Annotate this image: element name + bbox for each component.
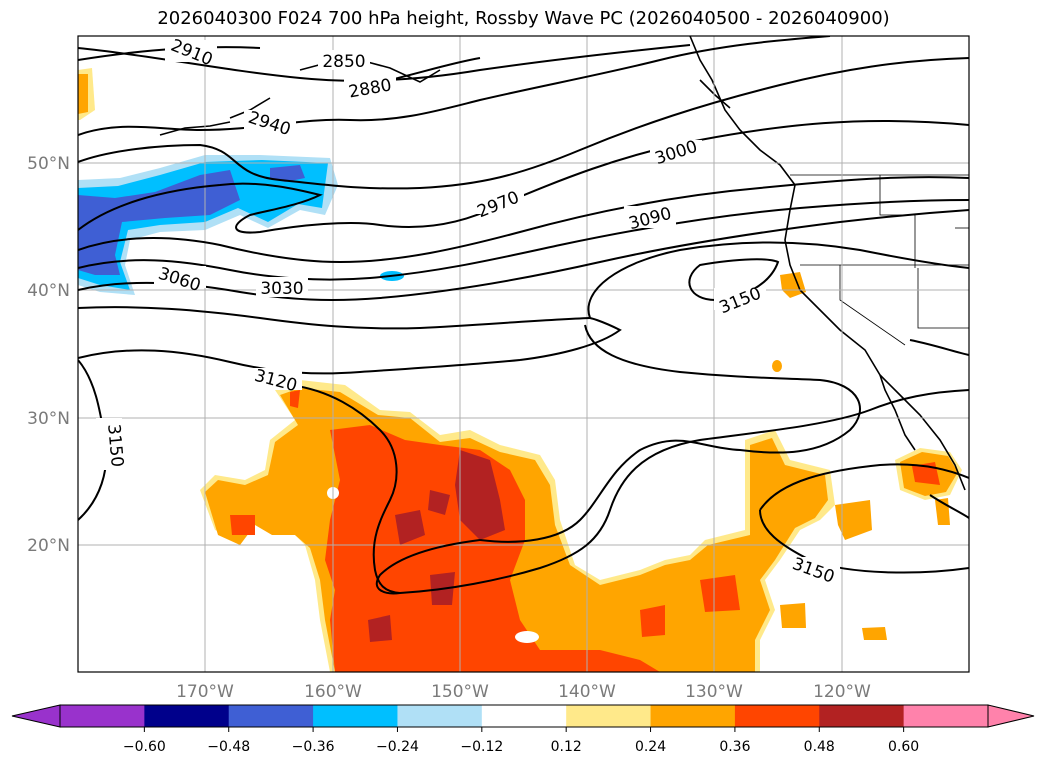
colorbar-bin xyxy=(397,705,483,727)
lon-label: 150°W xyxy=(431,682,489,702)
colorbar-bin xyxy=(60,705,145,727)
colorbar-bin xyxy=(481,705,567,727)
positive-anomaly-shading xyxy=(78,68,962,672)
colorbar-bin xyxy=(650,705,736,727)
latitude-labels: 50°N 40°N 30°N 20°N xyxy=(27,154,70,556)
colorbar-bin xyxy=(903,705,989,727)
colorbar-tick-label: −0.36 xyxy=(292,739,335,755)
colorbar: −0.60 −0.48 −0.36 −0.24 −0.12 0.12 0.24 0.36 0.4… xyxy=(11,704,1035,755)
colorbar-bin xyxy=(734,705,820,727)
colorbar-tick-label: 0.24 xyxy=(635,739,666,755)
colorbar-bin xyxy=(819,705,905,727)
colorbar-extend-high xyxy=(987,704,1035,728)
lat-label: 20°N xyxy=(27,536,70,556)
colorbar-tick-label: 0.12 xyxy=(551,739,582,755)
colorbar-bin xyxy=(566,705,652,727)
lon-label: 130°W xyxy=(685,682,743,702)
contour-label: 3150 xyxy=(103,423,127,468)
colorbar-bin xyxy=(144,705,230,727)
colorbar-tick-label: 0.48 xyxy=(804,739,835,755)
lat-lon-grid xyxy=(78,36,969,672)
colorbar-tick-label: 0.36 xyxy=(719,739,750,755)
lon-label: 160°W xyxy=(304,682,362,702)
colorbar-tick-label: −0.48 xyxy=(207,739,250,755)
lon-label: 140°W xyxy=(558,682,616,702)
contour-label: 2850 xyxy=(322,52,365,72)
colorbar-tick-label: −0.12 xyxy=(460,739,503,755)
map-frame xyxy=(77,35,970,673)
lon-label: 170°W xyxy=(176,682,234,702)
colorbar-bin xyxy=(228,705,314,727)
lat-label: 40°N xyxy=(27,281,70,301)
colorbar-tick-label: −0.24 xyxy=(376,739,419,755)
colorbar-extend-low xyxy=(11,704,61,728)
lat-label: 50°N xyxy=(27,154,70,174)
lon-label: 120°W xyxy=(813,682,871,702)
map-title: 2026040300 F024 700 hPa height, Rossby W… xyxy=(157,8,890,29)
colorbar-frame xyxy=(59,704,989,728)
colorbar-tick-label: 0.60 xyxy=(888,739,919,755)
longitude-labels: 170°W 160°W 150°W 140°W 130°W 120°W xyxy=(176,682,871,702)
lat-label: 30°N xyxy=(27,409,70,429)
colorbar-bin xyxy=(313,705,398,727)
contour-label: 3030 xyxy=(260,279,303,299)
colorbar-tick-label: −0.60 xyxy=(123,739,166,755)
